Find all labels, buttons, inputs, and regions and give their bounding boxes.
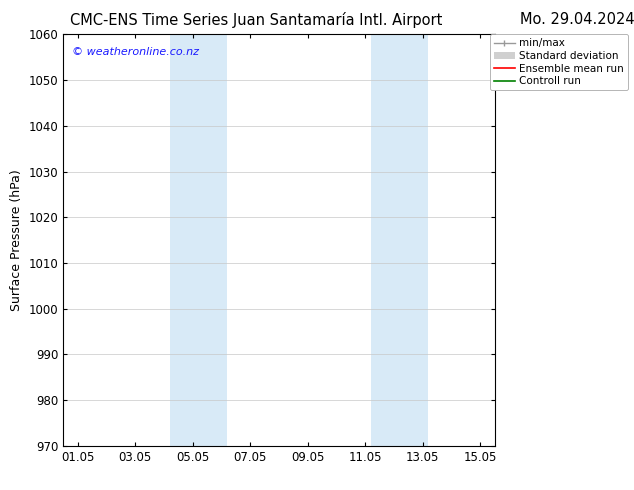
Legend: min/max, Standard deviation, Ensemble mean run, Controll run: min/max, Standard deviation, Ensemble me… [489, 34, 628, 91]
Text: Mo. 29.04.2024 19 UTC: Mo. 29.04.2024 19 UTC [520, 12, 634, 27]
Bar [170, 34, 227, 446]
Text: © weatheronline.co.nz: © weatheronline.co.nz [72, 47, 199, 57]
Bar [371, 34, 429, 446]
Y-axis label: Surface Pressure (hPa): Surface Pressure (hPa) [10, 169, 23, 311]
Text: CMC-ENS Time Series Juan Santamaría Intl. Airport: CMC-ENS Time Series Juan Santamaría Intl… [70, 12, 442, 28]
